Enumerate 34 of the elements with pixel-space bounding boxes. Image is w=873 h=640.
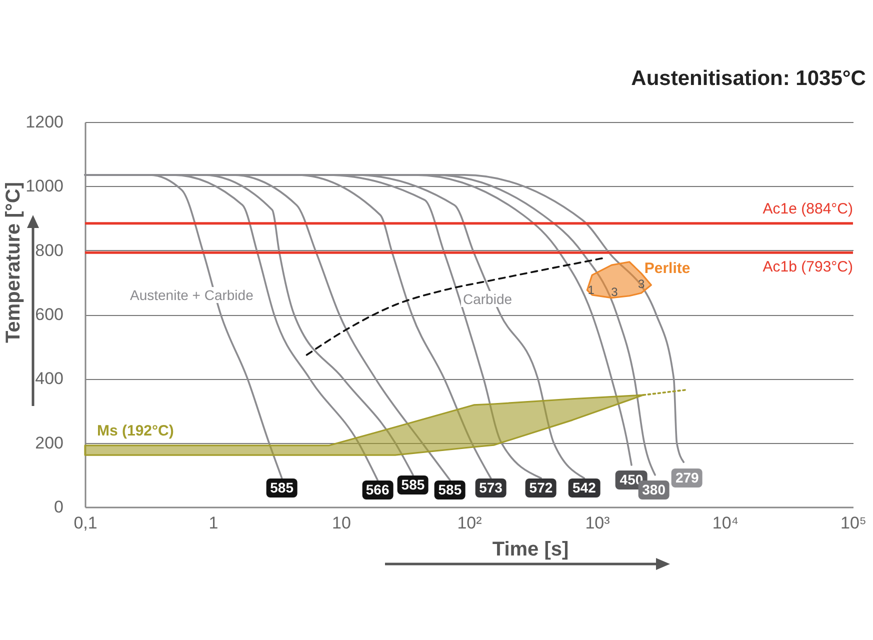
x-tick-label: 1	[208, 514, 218, 532]
y-tick-label: 800	[35, 240, 64, 260]
y-axis-title: Temperature [°C]	[2, 182, 24, 343]
annotation: Austenite + Carbide	[128, 287, 256, 303]
chart-title: Austenitisation: 1035°C	[631, 67, 866, 90]
annotation: Carbide	[461, 291, 514, 307]
annotation: 585	[434, 480, 466, 500]
x-tick-label: 10	[332, 514, 351, 532]
x-tick-label: 0,1	[74, 514, 98, 532]
x-tick-label: 10³	[585, 514, 610, 532]
y-tick-label: 1200	[26, 112, 64, 132]
y-tick-label: 200	[35, 433, 64, 452]
annotation: 572	[525, 478, 557, 498]
ref-line-label: Ac1e (884°C)	[762, 200, 853, 218]
x-tick-label: 10⁴	[712, 514, 739, 532]
annotation: 573	[475, 478, 506, 498]
legend-label: Ms (192°C)	[97, 422, 174, 440]
ref-line-label: Ac1b (793°C)	[762, 258, 853, 276]
annotation: 279	[671, 468, 703, 488]
annotation: 585	[266, 478, 298, 498]
y-tick-label: 400	[35, 369, 64, 388]
x-tick-label: 10²	[457, 514, 482, 532]
y-tick-label: 1000	[26, 176, 64, 196]
x-tick-label: 10⁵	[840, 514, 866, 532]
y-tick-label: 0	[54, 498, 64, 516]
legend-label: Perlite	[644, 260, 690, 277]
annotation: 542	[568, 478, 600, 498]
annotation: 566	[362, 480, 394, 500]
annotation: 585	[397, 475, 429, 494]
x-axis-title: Time [s]	[492, 538, 569, 560]
annotation: 3	[638, 277, 645, 292]
annotation: 3	[611, 285, 618, 300]
y-tick-label: 600	[35, 305, 64, 324]
annotation: 1	[588, 283, 595, 298]
